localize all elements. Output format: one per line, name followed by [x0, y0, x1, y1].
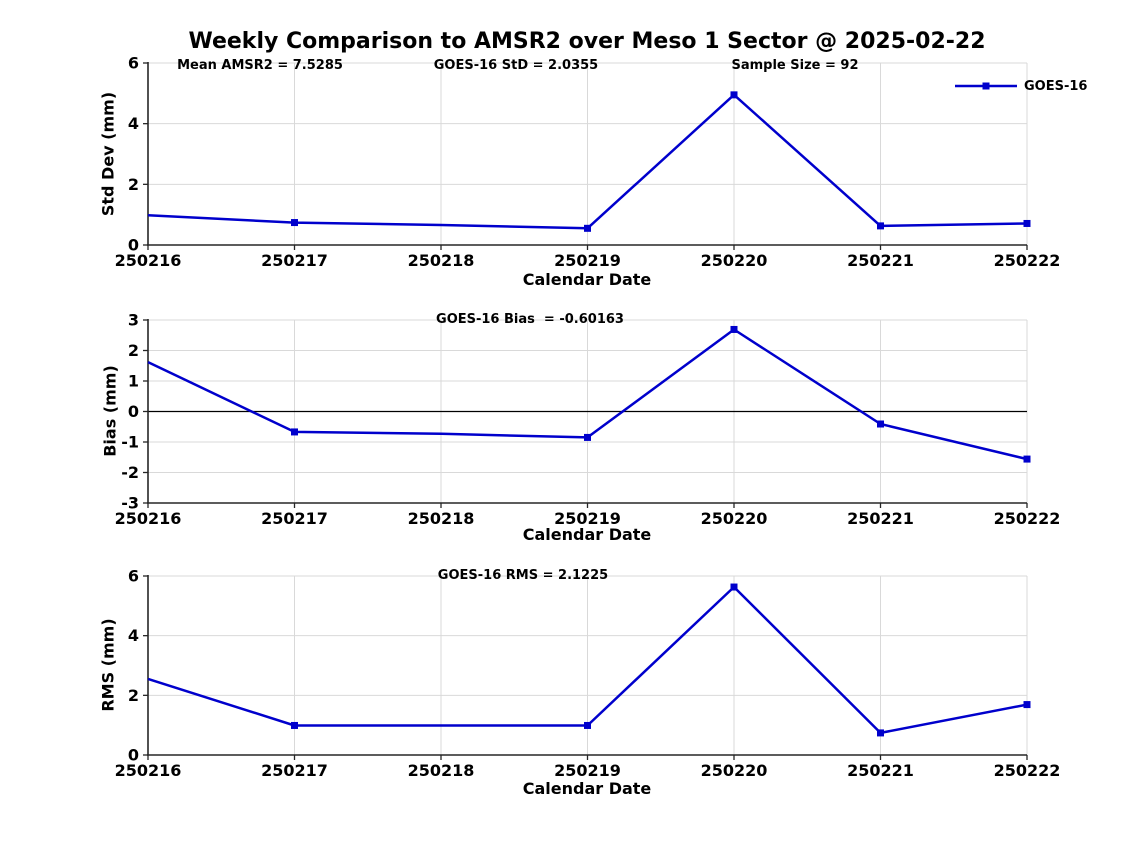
data-point-marker [584, 721, 591, 729]
data-point-marker [877, 222, 884, 230]
y-tick-label: -2 [121, 463, 139, 482]
y-tick-label: 6 [128, 567, 139, 586]
x-tick-label: 250218 [408, 251, 475, 270]
data-point-marker [291, 219, 298, 227]
legend-marker-sample [982, 82, 990, 90]
data-point-marker [1023, 455, 1031, 463]
y-axis-label-rms: RMS (mm) [98, 618, 118, 712]
annotation-goes16-rms: GOES-16 RMS = 2.1225 [437, 568, 609, 583]
x-axis-label-stddev: Calendar Date [522, 270, 652, 289]
x-tick-label: 250219 [554, 509, 621, 528]
data-point-marker [1023, 701, 1031, 709]
figure-title: Weekly Comparison to AMSR2 over Meso 1 S… [188, 29, 986, 54]
data-point-marker [730, 91, 738, 99]
x-tick-label: 250221 [847, 251, 914, 270]
y-tick-label: 2 [128, 175, 139, 194]
y-tick-label: 2 [128, 341, 139, 360]
chart-bias: 250216 250217 250218 250219 250220 250221 2502… [115, 311, 1061, 529]
x-tick-label: 250217 [261, 509, 328, 528]
x-tick-label: 250221 [847, 761, 914, 780]
x-tick-label: 250219 [554, 761, 621, 780]
x-tick-label: 250217 [261, 251, 328, 270]
legend [955, 82, 1017, 90]
x-tick-label: 250219 [554, 251, 621, 270]
annotation-sample-size: Sample Size = 92 [731, 58, 859, 73]
x-tick-label: 250220 [701, 509, 768, 528]
x-tick-label: 250216 [115, 761, 182, 780]
x-axis-label-rms: Calendar Date [522, 779, 652, 798]
y-axis-label-bias: Bias (mm) [100, 365, 120, 457]
data-point-marker [877, 420, 884, 428]
x-axis-label-bias: Calendar Date [522, 525, 652, 544]
y-tick-label: 0 [128, 236, 139, 255]
data-point-marker [730, 325, 738, 333]
y-tick-label: -1 [121, 433, 139, 452]
data-point-marker [291, 721, 298, 729]
legend-label: GOES-16 [1024, 79, 1088, 94]
y-tick-label: 3 [128, 311, 139, 330]
x-tick-label: 250218 [408, 761, 475, 780]
y-tick-label: 0 [128, 746, 139, 765]
annotation-goes16-std: GOES-16 StD = 2.0355 [433, 58, 599, 73]
y-tick-label: 4 [128, 114, 139, 133]
data-point-marker [584, 224, 591, 232]
chart-std-dev: 250216 250217 250218 250219 250220 250221 2502… [115, 54, 1061, 271]
y-tick-label: 1 [128, 372, 139, 391]
x-tick-label: 250222 [994, 509, 1061, 528]
y-tick-label: 4 [128, 626, 139, 645]
x-tick-label: 250216 [115, 251, 182, 270]
x-tick-label: 250222 [994, 761, 1061, 780]
x-tick-label: 250222 [994, 251, 1061, 270]
annotation-mean-amsr2: Mean AMSR2 = 7.5285 [177, 58, 343, 73]
chart-rms: 250216 250217 250218 250219 250220 250221 2502… [115, 567, 1061, 781]
data-point-marker [584, 433, 591, 441]
data-point-marker [1023, 219, 1031, 227]
x-tick-label: 250217 [261, 761, 328, 780]
data-point-marker [291, 428, 298, 436]
y-tick-label: -3 [121, 494, 139, 513]
x-tick-label: 250220 [701, 251, 768, 270]
y-tick-label: 2 [128, 686, 139, 705]
x-tick-label: 250221 [847, 509, 914, 528]
y-tick-label: 0 [128, 402, 139, 421]
y-tick-label: 6 [128, 54, 139, 73]
data-point-marker [730, 583, 738, 591]
annotation-goes16-bias: GOES-16 Bias = -0.60163 [436, 312, 624, 327]
x-tick-label: 250216 [115, 509, 182, 528]
data-point-marker [877, 729, 884, 737]
y-axis-label-stddev: Std Dev (mm) [98, 91, 118, 217]
x-tick-label: 250218 [408, 509, 475, 528]
x-tick-label: 250220 [701, 761, 768, 780]
